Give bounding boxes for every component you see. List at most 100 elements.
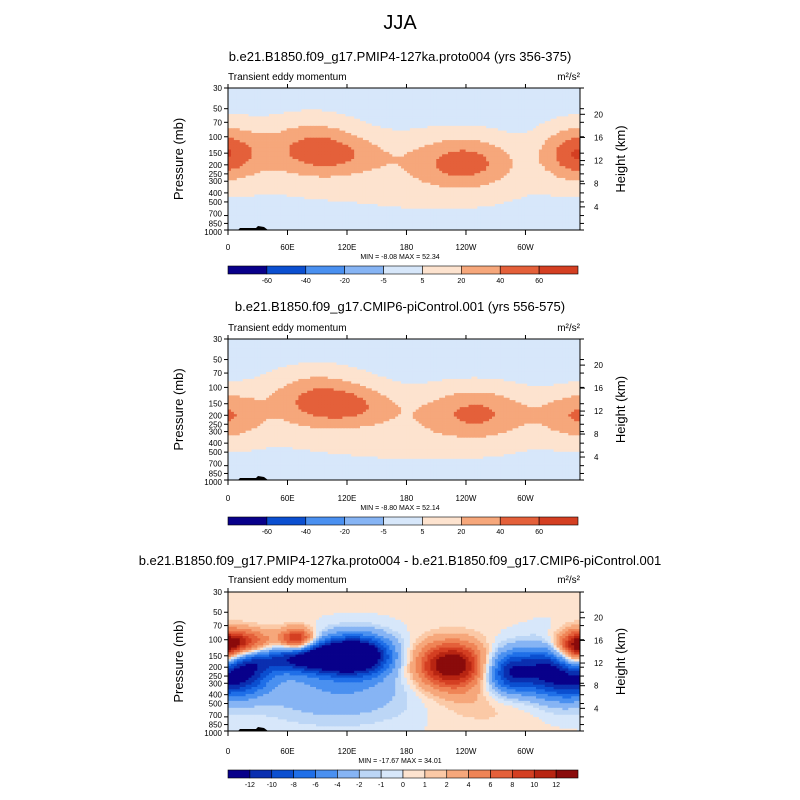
field-cell — [559, 170, 563, 174]
field-cell — [236, 123, 241, 127]
field-cell — [236, 156, 241, 160]
field-cell — [412, 132, 417, 136]
field-cell — [509, 121, 513, 124]
field-cell — [228, 109, 232, 113]
field-cell — [556, 151, 560, 155]
field-cell — [521, 175, 525, 179]
field-cell — [527, 177, 531, 181]
field-cell — [544, 161, 549, 165]
field-cell — [562, 125, 566, 129]
field-cell — [439, 140, 443, 143]
field-cell — [239, 180, 244, 184]
field-cell — [521, 163, 525, 167]
field-cell — [336, 97, 340, 101]
field-cell — [362, 168, 367, 172]
field-cell — [377, 142, 381, 146]
field-cell — [280, 173, 285, 176]
field-cell — [342, 144, 346, 148]
field-cell — [409, 102, 414, 105]
field-cell — [324, 123, 329, 127]
field-cell — [386, 166, 390, 169]
field-cell — [386, 177, 390, 181]
field-cell — [254, 166, 258, 169]
field-cell — [289, 168, 293, 172]
field-cell — [336, 159, 340, 162]
field-cell — [254, 102, 258, 105]
field-cell — [565, 142, 569, 146]
field-cell — [465, 149, 469, 153]
field-cell — [433, 135, 437, 139]
field-cell — [380, 140, 384, 143]
field-cell — [277, 185, 282, 188]
field-cell — [427, 161, 431, 165]
field-cell — [530, 104, 534, 108]
field-cell — [313, 88, 317, 91]
field-cell — [553, 109, 557, 113]
field-cell — [360, 99, 364, 103]
field-cell — [289, 144, 293, 148]
field-cell — [465, 177, 469, 181]
field-cell — [442, 123, 446, 127]
field-cell — [562, 147, 566, 150]
field-cell — [562, 99, 566, 103]
field-cell — [562, 177, 566, 181]
field-cell — [448, 163, 452, 167]
field-cell — [533, 156, 537, 160]
field-cell — [377, 125, 381, 129]
field-cell — [236, 130, 241, 134]
field-cell — [389, 156, 393, 160]
field-cell — [239, 144, 244, 148]
field-cell — [371, 149, 376, 153]
field-cell — [427, 130, 431, 134]
field-cell — [295, 135, 299, 139]
field-cell — [518, 154, 522, 158]
field-cell — [497, 121, 502, 124]
field-cell — [345, 177, 349, 181]
field-cell — [316, 163, 320, 167]
field-cell — [486, 123, 490, 127]
field-cell — [342, 175, 346, 179]
field-cell — [298, 104, 302, 108]
field-cell — [406, 175, 411, 179]
field-cell — [383, 125, 387, 129]
field-cell — [462, 130, 466, 134]
field-cell — [468, 147, 472, 150]
field-cell — [245, 121, 249, 124]
field-cell — [324, 135, 329, 139]
field-cell — [301, 88, 305, 91]
field-cell — [239, 147, 244, 150]
field-cell — [368, 156, 373, 160]
field-cell — [298, 114, 302, 117]
field-cell — [245, 180, 249, 184]
field-cell — [494, 173, 499, 176]
field-cell — [577, 168, 581, 172]
field-cell — [506, 92, 510, 96]
field-cell — [230, 102, 235, 105]
field-cell — [365, 102, 370, 105]
field-cell — [450, 144, 455, 148]
field-cell — [345, 114, 349, 117]
field-cell — [477, 151, 481, 155]
field-cell — [318, 99, 323, 103]
field-cell — [480, 92, 484, 96]
field-cell — [380, 173, 384, 176]
field-cell — [415, 159, 420, 162]
field-cell — [327, 151, 332, 155]
field-cell — [383, 114, 387, 117]
field-cell — [409, 132, 414, 136]
field-cell — [348, 121, 352, 124]
field-cell — [310, 99, 314, 103]
field-cell — [541, 140, 546, 143]
field-cell — [547, 118, 552, 122]
field-cell — [544, 137, 549, 141]
field-cell — [374, 123, 378, 127]
field-cell — [541, 92, 546, 96]
field-cell — [377, 128, 381, 131]
field-cell — [280, 135, 285, 139]
field-cell — [527, 175, 531, 179]
field-cell — [266, 180, 270, 184]
field-cell — [524, 144, 528, 148]
field-cell — [486, 166, 490, 169]
field-cell — [389, 109, 393, 113]
field-cell — [333, 159, 337, 162]
